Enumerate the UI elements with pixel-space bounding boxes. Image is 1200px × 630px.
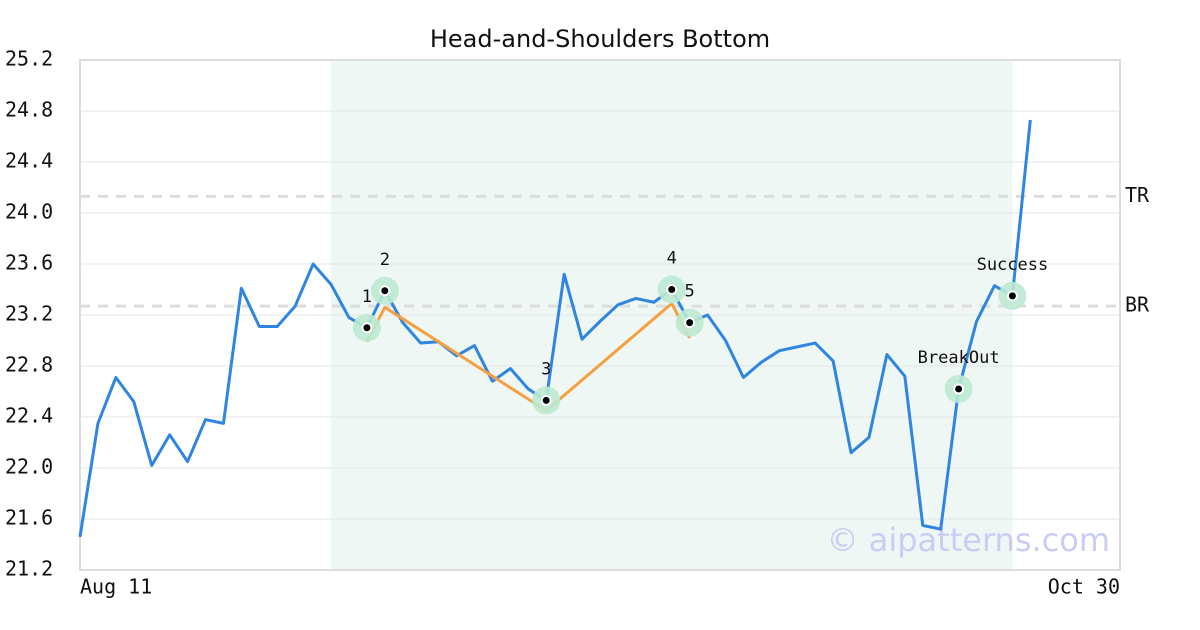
y-tick-label: 21.2 [5,557,53,581]
point-dot [1006,290,1018,302]
y-tick-label: 21.6 [5,506,53,530]
watermark: © aipatterns.com [827,521,1110,559]
chart-title: Head-and-Shoulders Bottom [430,25,770,53]
point-label: 1 [362,287,372,307]
point-dot [953,383,965,395]
reference-label: BR [1125,293,1150,317]
y-tick-label: 24.8 [5,98,53,122]
point-label: 4 [667,249,677,269]
point-label: 3 [541,359,551,379]
point-dot [684,317,696,329]
point-dot [540,394,552,406]
x-tick-label: Aug 11 [80,575,152,599]
point-label: 5 [685,282,695,302]
point-dot [666,284,678,295]
series-line [365,302,691,413]
y-tick-label: 22.8 [5,353,53,377]
point-label: 2 [380,250,390,270]
y-tick-label: 23.2 [5,302,53,326]
y-tick-label: 22.0 [5,455,53,479]
x-tick-label: Oct 30 [1048,575,1120,599]
y-tick-label: 22.4 [5,404,53,428]
y-tick-label: 25.2 [5,47,53,71]
point-label: BreakOut [918,348,1000,368]
series-line [78,119,1032,538]
y-tick-label: 24.0 [5,200,53,224]
point-label: Success [977,255,1049,275]
y-tick-label: 24.4 [5,149,53,173]
point-dot [379,285,391,297]
y-tick-label: 23.6 [5,251,53,275]
plot-frame [79,59,1121,571]
point-dot [361,322,373,334]
reference-label: TR [1125,183,1150,207]
